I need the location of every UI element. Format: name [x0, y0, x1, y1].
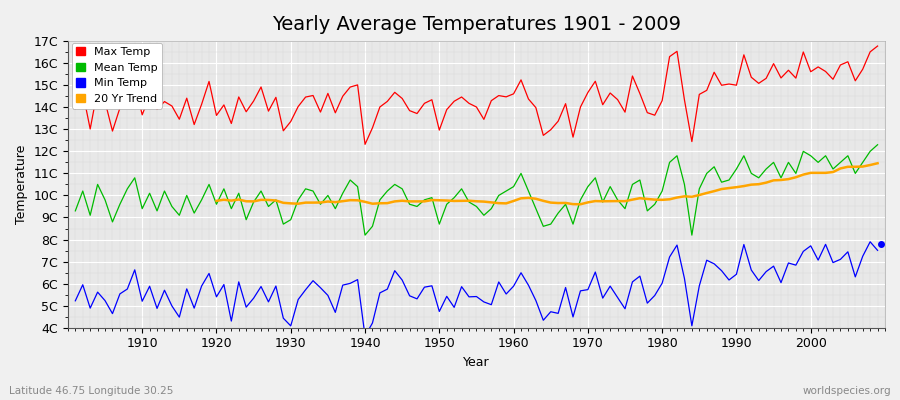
Legend: Max Temp, Mean Temp, Min Temp, 20 Yr Trend: Max Temp, Mean Temp, Min Temp, 20 Yr Tre… [72, 42, 162, 108]
Title: Yearly Average Temperatures 1901 - 2009: Yearly Average Temperatures 1901 - 2009 [272, 15, 681, 34]
Text: Latitude 46.75 Longitude 30.25: Latitude 46.75 Longitude 30.25 [9, 386, 174, 396]
Y-axis label: Temperature: Temperature [15, 145, 28, 224]
X-axis label: Year: Year [464, 356, 490, 369]
Text: worldspecies.org: worldspecies.org [803, 386, 891, 396]
